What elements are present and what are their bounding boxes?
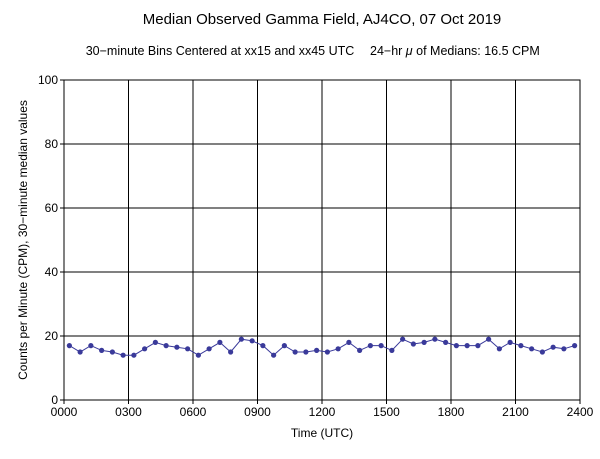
data-point <box>335 346 341 352</box>
data-point <box>324 349 330 355</box>
data-point <box>120 352 126 358</box>
data-point <box>432 336 438 342</box>
data-point <box>88 343 94 349</box>
data-point <box>152 339 158 345</box>
data-point <box>507 339 513 345</box>
chart-subtitle-left: 30−minute Bins Centered at xx15 and xx45… <box>86 44 355 58</box>
data-point <box>529 346 535 352</box>
data-point <box>314 347 320 353</box>
x-tick-label: 2400 <box>567 405 594 419</box>
data-point <box>539 349 545 355</box>
data-point <box>475 343 481 349</box>
subtitle-right-prefix: 24−hr <box>370 44 406 58</box>
data-point <box>249 338 255 344</box>
data-point <box>271 352 277 358</box>
data-point <box>174 344 180 350</box>
x-tick-label: 0900 <box>244 405 271 419</box>
series <box>66 336 578 358</box>
data-point <box>486 336 492 342</box>
data-point <box>357 347 363 353</box>
chart-title: Median Observed Gamma Field, AJ4CO, 07 O… <box>143 11 502 28</box>
data-point <box>410 341 416 347</box>
y-axis-label: Counts per Minute (CPM), 30−minute media… <box>16 100 30 380</box>
data-point <box>367 343 373 349</box>
data-point <box>99 347 105 353</box>
data-point <box>66 343 72 349</box>
data-point <box>206 346 212 352</box>
y-tick-label: 20 <box>45 329 59 343</box>
x-axis-label: Time (UTC) <box>291 426 353 440</box>
data-point <box>464 343 470 349</box>
data-point <box>238 336 244 342</box>
x-tick-label: 2100 <box>502 405 529 419</box>
data-point <box>518 343 524 349</box>
x-axis-ticks: 0000 0300 0600 0900 1200 1500 1800 2100 2400 <box>51 400 594 419</box>
data-point <box>217 339 223 345</box>
grid <box>63 79 581 401</box>
data-point <box>228 349 234 355</box>
data-point <box>550 344 556 350</box>
y-tick-label: 0 <box>51 393 58 407</box>
x-tick-label: 1500 <box>373 405 400 419</box>
data-point <box>281 343 287 349</box>
data-point <box>389 347 395 353</box>
data-point <box>163 343 169 349</box>
data-point <box>496 346 502 352</box>
x-tick-label: 0600 <box>180 405 207 419</box>
plot-frame <box>63 79 581 401</box>
data-point <box>453 343 459 349</box>
y-tick-label: 60 <box>45 201 59 215</box>
data-point <box>77 349 83 355</box>
data-point <box>378 343 384 349</box>
data-point <box>400 336 406 342</box>
data-point <box>443 339 449 345</box>
data-point <box>421 339 427 345</box>
x-tick-label: 0300 <box>115 405 142 419</box>
y-tick-label: 40 <box>45 265 59 279</box>
x-tick-label: 0000 <box>51 405 78 419</box>
data-point <box>142 346 148 352</box>
data-point <box>303 349 309 355</box>
chart-subtitle-right: 24−hr μ of Medians: 16.5 CPM <box>370 44 540 58</box>
y-tick-label: 80 <box>45 137 59 151</box>
data-point <box>195 352 201 358</box>
data-point <box>292 349 298 355</box>
x-tick-label: 1200 <box>309 405 336 419</box>
y-tick-label: 100 <box>38 73 58 87</box>
data-point <box>561 346 567 352</box>
data-point <box>131 352 137 358</box>
data-point <box>346 339 352 345</box>
subtitle-right-mu: μ <box>405 44 413 58</box>
data-point <box>185 346 191 352</box>
y-axis-ticks: 0 20 40 60 80 100 <box>38 73 64 407</box>
data-point <box>260 343 266 349</box>
data-point <box>572 343 578 349</box>
x-tick-label: 1800 <box>438 405 465 419</box>
subtitle-right-suffix: of Medians: 16.5 CPM <box>413 44 540 58</box>
data-point <box>109 349 115 355</box>
